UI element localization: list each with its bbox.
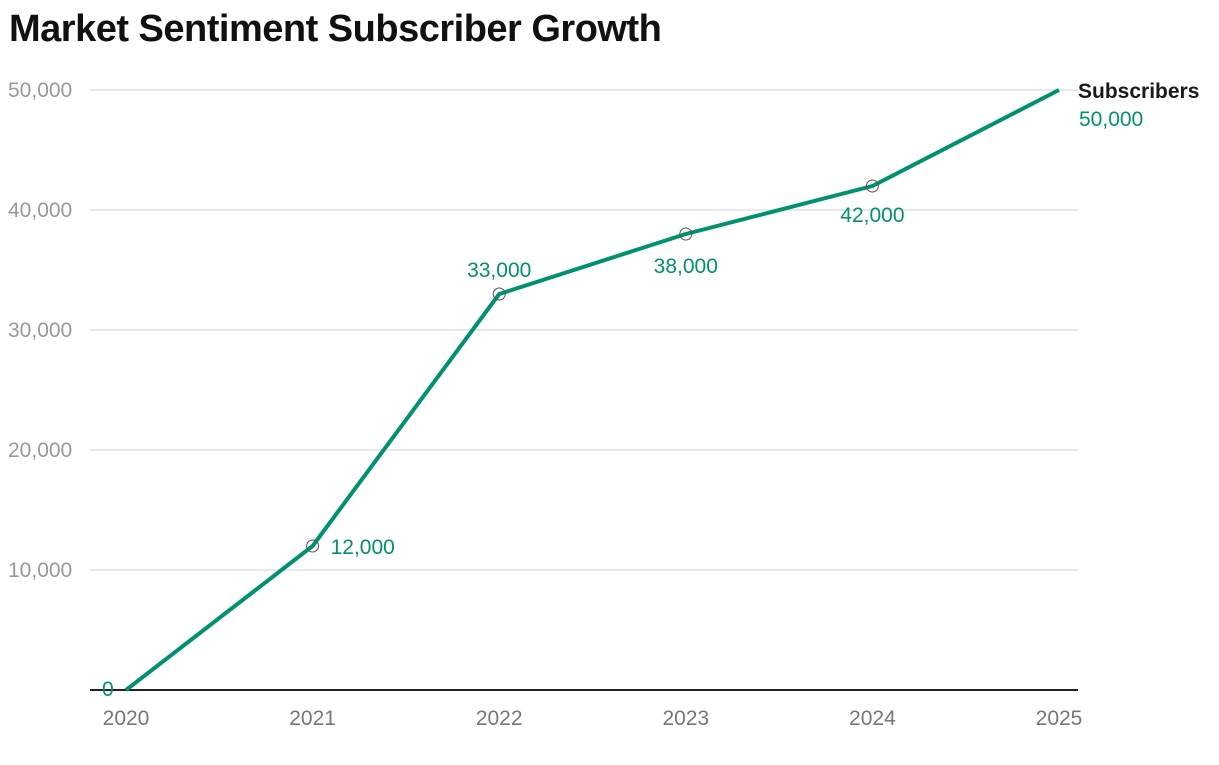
data-label: 50,000	[1079, 108, 1143, 131]
y-tick-label: 20,000	[8, 439, 72, 462]
x-tick-label: 2023	[662, 707, 709, 730]
y-tick-label: 50,000	[8, 79, 72, 102]
data-point	[679, 227, 693, 241]
data-point	[865, 179, 879, 193]
data-point	[306, 539, 320, 553]
x-tick-label: 2020	[103, 707, 150, 730]
y-tick-label: 10,000	[8, 559, 72, 582]
x-tick-label: 2024	[849, 707, 896, 730]
series-line-subscribers	[124, 88, 1060, 692]
data-label: 33,000	[467, 259, 531, 282]
data-label: 12,000	[331, 536, 395, 559]
y-tick-label: 40,000	[8, 199, 72, 222]
chart-title: Market Sentiment Subscriber Growth	[9, 8, 662, 50]
series-label: Subscribers	[1078, 80, 1199, 103]
data-point	[492, 287, 506, 301]
data-label: 38,000	[654, 255, 718, 278]
data-label: 0	[102, 678, 114, 701]
x-tick-label: 2025	[1036, 707, 1083, 730]
y-tick-label: 30,000	[8, 319, 72, 342]
data-label: 42,000	[840, 204, 904, 227]
x-tick-label: 2021	[289, 707, 336, 730]
x-tick-label: 2022	[476, 707, 523, 730]
